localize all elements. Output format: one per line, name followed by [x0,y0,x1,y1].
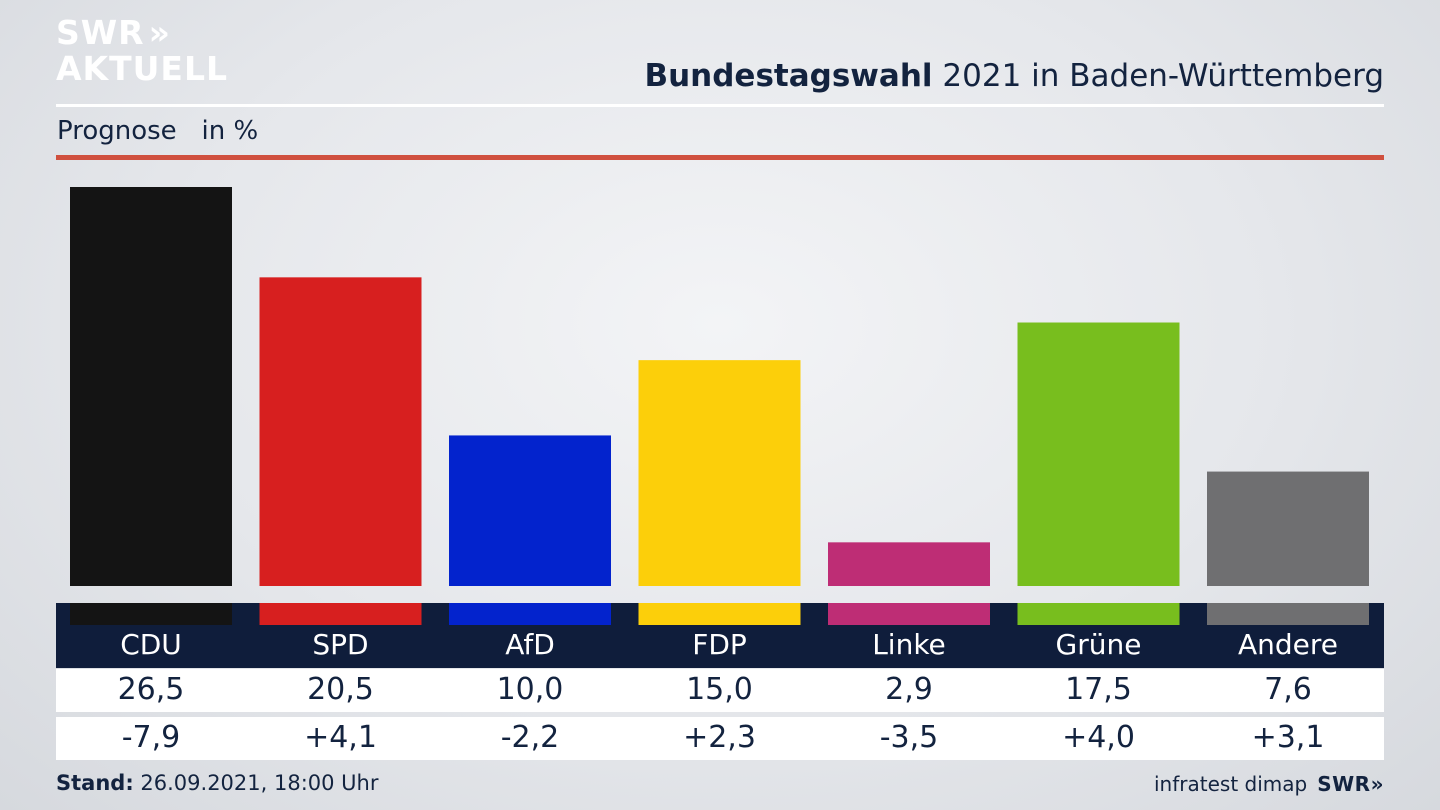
change-label-afd: -2,2 [500,720,560,755]
change-label-cdu: -7,9 [121,720,181,755]
change-label-grüne: +4,0 [1062,720,1135,755]
color-swatch-spd [259,603,422,625]
change-label-linke: -3,5 [879,720,939,755]
color-swatch-cdu [70,603,232,625]
timestamp: Stand: 26.09.2021, 18:00 Uhr [56,771,379,795]
party-label-spd: SPD [312,628,369,661]
value-label-afd: 10,0 [496,672,564,707]
bar-grüne [1017,322,1180,586]
logo-swr-text: SWR [56,13,145,52]
bar-spd [259,277,422,586]
change-label-fdp: +2,3 [683,720,756,755]
logo-aktuell-text: AKTUELL [56,49,229,88]
stand-label: Stand: [56,771,134,795]
stand-value: 26.09.2021, 18:00 Uhr [133,771,379,795]
bar-linke [828,542,990,586]
color-swatch-andere [1207,603,1369,625]
bar-afd [449,435,611,586]
results-row [56,669,1384,712]
color-swatch-linke [828,603,990,625]
party-label-andere: Andere [1237,628,1339,661]
subtitle-divider [56,155,1384,160]
chart-title: Bundestagswahl 2021 in Baden-Württemberg [644,58,1384,94]
source-credit: infratest dimap SWR» [1154,772,1384,796]
swr-aktuell-logo: SWR» AKTUELL [56,16,228,85]
change-label-andere: +3,1 [1251,720,1325,755]
source-text: infratest dimap [1154,772,1308,796]
party-label-afd: AfD [505,628,555,661]
value-label-andere: 7,6 [1264,672,1312,707]
party-label-fdp: FDP [692,628,747,661]
value-label-linke: 2,9 [885,672,933,707]
title-rest: 2021 in Baden-Württemberg [932,58,1384,94]
bar-fdp [638,360,801,586]
value-label-cdu: 26,5 [117,672,185,707]
party-label-linke: Linke [872,628,946,661]
title-divider [56,104,1384,107]
value-label-fdp: 15,0 [686,672,753,707]
bar-andere [1207,471,1369,586]
party-label-cdu: CDU [120,628,182,661]
color-swatch-grüne [1017,603,1180,625]
changes-row [56,717,1384,760]
title-bold: Bundestagswahl [644,58,933,94]
value-label-spd: 20,5 [307,672,374,707]
change-label-spd: +4,1 [304,720,377,755]
color-swatch-afd [449,603,611,625]
bar-cdu [70,187,232,586]
footer-swr-logo: SWR» [1317,772,1384,796]
chart-subtitle: Prognose in % [57,116,259,146]
value-label-grüne: 17,5 [1065,672,1132,707]
party-label-grüne: Grüne [1055,628,1142,661]
color-swatch-fdp [638,603,801,625]
